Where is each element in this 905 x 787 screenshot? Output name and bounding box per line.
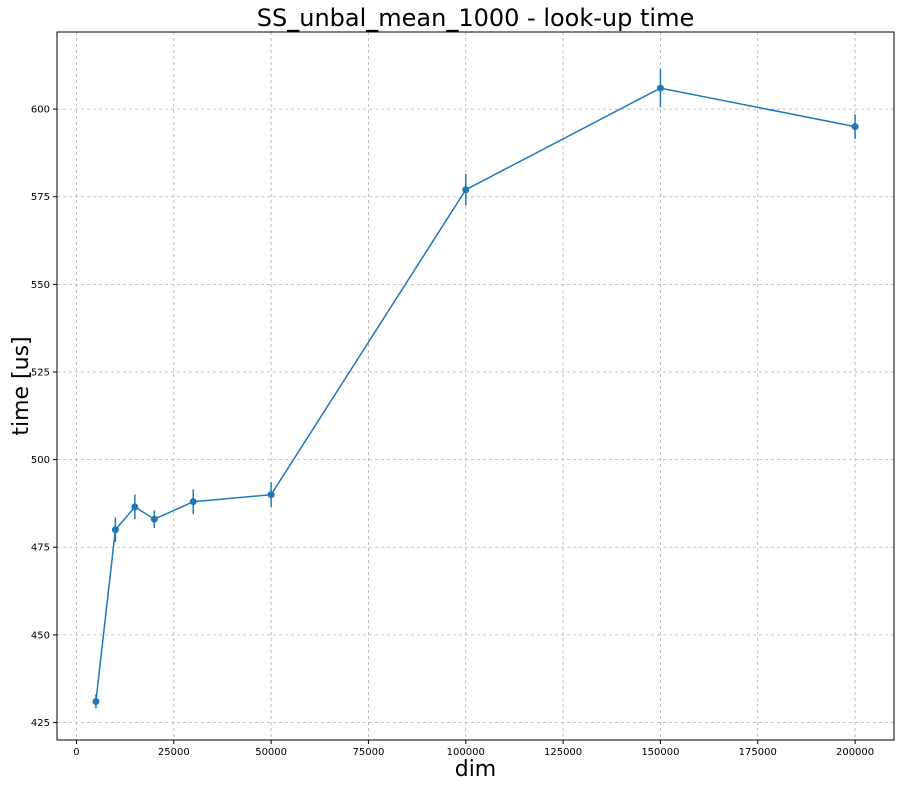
series-layer: [92, 68, 859, 709]
data-point: [656, 84, 664, 92]
chart-title: SS_unbal_mean_1000 - look-up time: [257, 4, 694, 32]
y-axis: 425 450 475 500 525 550 575 600: [31, 105, 57, 729]
x-tick-label: 150000: [641, 747, 679, 758]
data-point: [851, 123, 859, 131]
data-point: [189, 498, 197, 506]
x-tick-label: 0: [73, 747, 79, 758]
plot-frame: [56, 31, 895, 741]
y-tick-label: 475: [31, 543, 50, 554]
x-tick-label: 50000: [255, 747, 287, 758]
x-axis-label: dim: [455, 757, 497, 782]
grid: [57, 32, 894, 740]
y-tick-label: 450: [31, 630, 50, 641]
y-tick-label: 600: [31, 105, 50, 116]
data-point: [131, 503, 139, 511]
x-axis: 0 25000 50000 75000 100000 125000 150000 175000…: [73, 740, 874, 758]
y-tick-label: 500: [31, 455, 50, 466]
y-tick-label: 575: [31, 192, 50, 203]
y-axis-label: time [us]: [9, 336, 34, 435]
x-tick-label: 125000: [544, 747, 582, 758]
data-point: [111, 526, 119, 534]
y-tick-label: 425: [31, 718, 50, 729]
y-tick-label: 525: [31, 367, 50, 378]
data-point: [92, 697, 100, 705]
x-tick-label: 175000: [739, 747, 777, 758]
x-tick-label: 25000: [158, 747, 190, 758]
x-tick-label: 100000: [447, 747, 485, 758]
data-point: [267, 491, 275, 499]
data-point: [462, 186, 470, 194]
x-tick-label: 75000: [353, 747, 385, 758]
data-point: [150, 515, 158, 523]
y-tick-label: 550: [31, 280, 50, 291]
x-tick-label: 200000: [836, 747, 874, 758]
